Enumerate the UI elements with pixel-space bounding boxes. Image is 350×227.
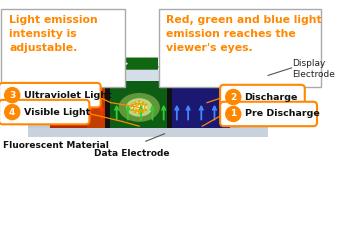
Text: 2: 2 (230, 93, 236, 101)
Polygon shape (188, 57, 221, 70)
FancyBboxPatch shape (0, 100, 89, 124)
Bar (110, 81, 168, 128)
Text: Data Electrode: Data Electrode (94, 149, 169, 158)
Ellipse shape (119, 93, 160, 122)
FancyBboxPatch shape (220, 102, 317, 126)
Bar (50, 81, 239, 128)
Text: Fluorescent Material: Fluorescent Material (3, 141, 109, 150)
Bar (28, 128, 268, 138)
Bar (230, 81, 240, 128)
FancyBboxPatch shape (0, 83, 101, 107)
Text: 3: 3 (9, 91, 15, 100)
Text: 4: 4 (9, 108, 15, 117)
Text: 1: 1 (230, 109, 236, 118)
Circle shape (5, 88, 20, 103)
Bar (88, 81, 106, 128)
Text: Light emission
intensity is
adjustable.: Light emission intensity is adjustable. (9, 15, 98, 53)
Circle shape (226, 89, 241, 105)
Bar (50, 81, 106, 128)
Text: Red, green and blue light
emission reaches the
viewer's eyes.: Red, green and blue light emission reach… (166, 15, 321, 53)
Ellipse shape (126, 98, 152, 117)
Text: Display
Electrode: Display Electrode (293, 59, 335, 79)
Bar (105, 81, 110, 128)
Text: Visible Light: Visible Light (23, 108, 90, 117)
Bar (167, 81, 172, 128)
Text: Ultraviolet Light: Ultraviolet Light (23, 91, 111, 100)
Circle shape (5, 105, 20, 120)
FancyBboxPatch shape (220, 85, 305, 109)
Polygon shape (64, 57, 101, 70)
FancyBboxPatch shape (159, 9, 321, 87)
Bar (172, 81, 230, 128)
Bar (28, 70, 268, 81)
FancyBboxPatch shape (1, 9, 125, 87)
Text: Discharge: Discharge (245, 93, 298, 101)
Circle shape (226, 106, 241, 121)
Text: Pre Discharge: Pre Discharge (245, 109, 319, 118)
Bar (28, 70, 268, 138)
Ellipse shape (135, 105, 143, 110)
Ellipse shape (132, 102, 147, 113)
Polygon shape (120, 57, 158, 70)
